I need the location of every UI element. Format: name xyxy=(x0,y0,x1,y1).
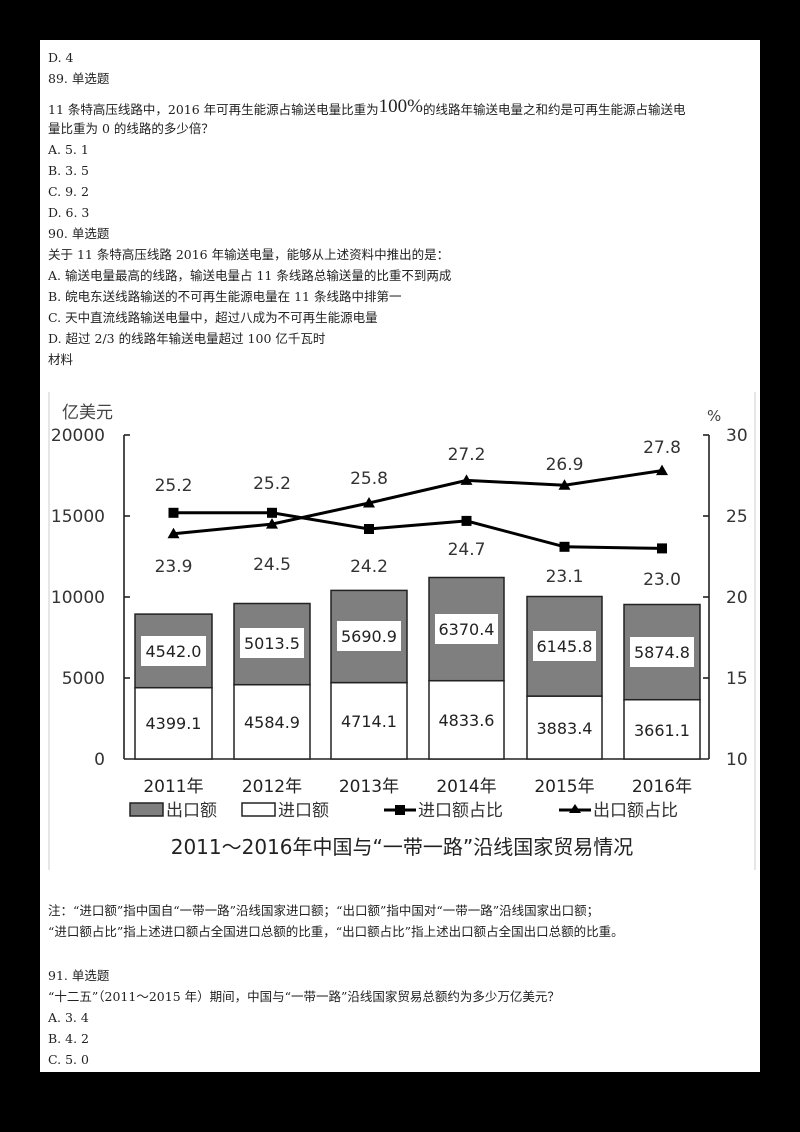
export-pct-label: 24.5 xyxy=(253,555,291,575)
bars xyxy=(134,576,701,760)
y-tick: 20000 xyxy=(51,426,105,446)
x-axis-labels: 2011年 2012年 2013年 2014年 2015年 2016年 xyxy=(143,777,692,797)
legend-import-share-label: 进口额占比 xyxy=(418,801,503,821)
q89-stem-part2: 的线路年输送电量之和约是可再生能源占输送电 xyxy=(423,102,686,117)
q90-option-a[interactable]: A. 输送电量最高的线路，输送电量占 11 条线路总输送量的比重不到两成 xyxy=(48,268,452,283)
import-pct-label: 24.2 xyxy=(350,557,388,577)
legend-export-swatch xyxy=(129,802,164,817)
y2-axis-unit: % xyxy=(707,407,721,425)
export-share-line xyxy=(173,469,663,536)
y2-tick: 20 xyxy=(726,588,748,608)
question-90-title: 90. 单选题 xyxy=(48,226,110,241)
y-tick: 5000 xyxy=(62,669,105,689)
bar-import-2012 xyxy=(233,683,311,760)
question-91-title: 91. 单选题 xyxy=(48,968,110,983)
x-tick: 2012年 xyxy=(242,777,302,797)
note-line-2: “进口额占比”指上述进口额占全国进口总额的比重，“出口额占比”指上述出口额占全国… xyxy=(48,924,624,939)
q91-option-c[interactable]: C. 5. 0 xyxy=(48,1052,89,1067)
y2-tick: 15 xyxy=(726,669,748,689)
bar-import-2013 xyxy=(330,681,408,760)
trade-chart: 亿美元 % 20000 15000 10000 5000 0 30 25 20 … xyxy=(48,392,756,870)
x-tick: 2014年 xyxy=(436,777,496,797)
y-axis-unit: 亿美元 xyxy=(62,403,113,423)
question-91-stem: “十二五”（2011～2015 年）期间，中国与“一带一路”沿线国家贸易总额约为… xyxy=(48,989,560,1004)
q89-percent: 100% xyxy=(378,96,423,117)
y-tick: 10000 xyxy=(51,588,105,608)
import-pct-label: 25.2 xyxy=(155,476,193,496)
legend: 出口额 进口额 进口额占比 出口额占比 xyxy=(129,801,678,821)
y2-axis-ticks: 30 25 20 15 10 xyxy=(726,426,748,770)
x-tick: 2015年 xyxy=(534,777,594,797)
note-line-1: 注：“进口额”指中国自“一带一路”沿线国家进口额；“出口额”指中国对“一带一路”… xyxy=(48,903,600,918)
import-pct-label: 24.7 xyxy=(448,540,486,560)
y2-tick: 25 xyxy=(726,507,748,527)
legend-export-share-label: 出口额占比 xyxy=(593,801,678,821)
legend-import-swatch xyxy=(241,802,276,817)
y-tick: 0 xyxy=(94,750,105,770)
q91-option-b[interactable]: B. 4. 2 xyxy=(48,1031,89,1046)
import-share-labels: 25.2 25.2 24.2 24.7 23.1 23.0 xyxy=(155,474,681,590)
legend-triangle-marker-icon xyxy=(569,804,581,813)
export-label: 4542.0 xyxy=(146,642,202,661)
q90-option-b[interactable]: B. 皖电东送线路输送的不可再生能源电量在 11 条线路中排第一 xyxy=(48,289,402,304)
q91-option-a[interactable]: A. 3. 4 xyxy=(48,1010,89,1025)
legend-export-label: 出口额 xyxy=(166,801,217,821)
import-pct-label: 23.0 xyxy=(643,570,681,590)
y2-tick: 30 xyxy=(726,426,748,446)
question-89-title: 89. 单选题 xyxy=(48,71,110,86)
bar-import-2011 xyxy=(134,686,213,760)
q89-option-b[interactable]: B. 3. 5 xyxy=(48,163,89,178)
import-pct-label: 23.1 xyxy=(546,567,584,587)
export-share-markers xyxy=(167,464,668,539)
material-label: 材料 xyxy=(48,352,74,367)
q89-stem-part1: 11 条特高压线路中，2016 年可再生能源占输送电量比重为 xyxy=(48,102,379,117)
import-label: 4399.1 xyxy=(146,714,202,733)
q90-option-c[interactable]: C. 天中直流线路输送电量中，超过八成为不可再生能源电量 xyxy=(48,310,378,325)
legend-square-marker-icon xyxy=(395,805,405,815)
question-90-stem: 关于 11 条特高压线路 2016 年输送电量，能够从上述资料中推出的是： xyxy=(48,247,450,262)
x-tick: 2013年 xyxy=(339,777,399,797)
export-value-labels: 4542.0 5013.5 5690.9 6370.4 6145.8 5874.… xyxy=(141,614,694,667)
x-tick: 2011年 xyxy=(143,777,203,797)
export-pct-label: 27.2 xyxy=(448,445,486,465)
document-page: D. 4 89. 单选题 11 条特高压线路中，2016 年可再生能源占输送电量… xyxy=(40,40,760,1072)
export-pct-label: 25.8 xyxy=(350,469,388,489)
import-pct-label: 25.2 xyxy=(253,474,291,494)
export-label: 6145.8 xyxy=(537,637,593,656)
export-pct-label: 23.9 xyxy=(155,557,193,577)
legend-import-label: 进口额 xyxy=(278,801,329,821)
export-share-labels: 23.9 24.5 25.8 27.2 26.9 27.8 xyxy=(155,438,681,577)
question-89-stem-line1: 11 条特高压线路中，2016 年可再生能源占输送电量比重为100%的线路年输送… xyxy=(48,96,686,118)
import-share-line xyxy=(173,511,663,550)
x-tick: 2016年 xyxy=(632,777,692,797)
option-d-prev: D. 4 xyxy=(48,50,74,65)
import-label: 4584.9 xyxy=(244,713,300,732)
bar-import-2016 xyxy=(623,698,701,760)
import-label: 4714.1 xyxy=(341,712,397,731)
q89-option-c[interactable]: C. 9. 2 xyxy=(48,184,89,199)
export-pct-label: 27.8 xyxy=(643,438,681,458)
question-89-stem-line2: 量比重为 0 的线路的多少倍？ xyxy=(48,121,214,136)
import-value-labels: 4399.1 4584.9 4714.1 4833.6 3883.4 3661.… xyxy=(146,711,690,740)
q89-option-d[interactable]: D. 6. 3 xyxy=(48,205,90,220)
chart-svg: 亿美元 % 20000 15000 10000 5000 0 30 25 20 … xyxy=(51,403,748,859)
export-pct-label: 26.9 xyxy=(546,455,584,475)
import-label: 3883.4 xyxy=(537,719,593,738)
q89-option-a[interactable]: A. 5. 1 xyxy=(48,142,89,157)
export-label: 5874.8 xyxy=(634,643,690,662)
y-tick: 15000 xyxy=(51,507,105,527)
export-label: 6370.4 xyxy=(439,620,495,639)
import-label: 4833.6 xyxy=(439,711,495,730)
export-label: 5013.5 xyxy=(244,634,300,653)
y2-tick: 10 xyxy=(726,750,748,770)
axes xyxy=(123,434,710,760)
chart-title: 2011～2016年中国与“一带一路”沿线国家贸易情况 xyxy=(171,835,634,859)
import-label: 3661.1 xyxy=(634,721,690,740)
y-axis-ticks: 20000 15000 10000 5000 0 xyxy=(51,426,105,770)
q90-option-d[interactable]: D. 超过 2/3 的线路年输送电量超过 100 亿千瓦时 xyxy=(48,331,326,346)
import-share-markers xyxy=(168,507,667,554)
export-label: 5690.9 xyxy=(341,627,397,646)
